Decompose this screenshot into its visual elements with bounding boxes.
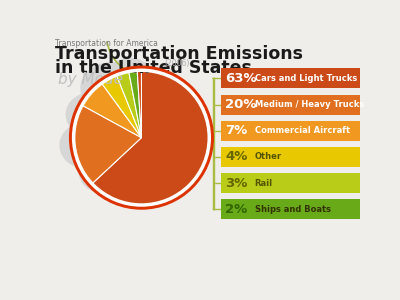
Wedge shape xyxy=(73,105,142,184)
Ellipse shape xyxy=(120,65,163,102)
Text: Cars and Light Trucks: Cars and Light Trucks xyxy=(254,74,357,83)
Ellipse shape xyxy=(81,63,140,112)
Text: Medium / Heavy Trucks: Medium / Heavy Trucks xyxy=(254,100,364,109)
Wedge shape xyxy=(116,71,142,138)
Text: 20%: 20% xyxy=(225,98,257,111)
Text: by Mode: by Mode xyxy=(58,72,123,87)
FancyBboxPatch shape xyxy=(220,147,368,167)
Text: 3%: 3% xyxy=(225,177,248,190)
Text: 2%: 2% xyxy=(225,203,247,216)
Ellipse shape xyxy=(106,58,153,98)
FancyBboxPatch shape xyxy=(220,68,368,88)
Text: 63%: 63% xyxy=(225,72,257,85)
Text: 7%: 7% xyxy=(225,124,247,137)
Ellipse shape xyxy=(66,93,116,136)
FancyBboxPatch shape xyxy=(220,121,368,141)
FancyBboxPatch shape xyxy=(220,173,368,193)
Text: Transportation for America: Transportation for America xyxy=(56,39,158,48)
Text: 4%: 4% xyxy=(225,150,248,164)
Text: Ships and Boats: Ships and Boats xyxy=(254,205,331,214)
Text: in the United States: in the United States xyxy=(56,59,252,77)
Ellipse shape xyxy=(60,122,114,168)
Text: (2006): (2006) xyxy=(165,59,190,68)
FancyBboxPatch shape xyxy=(220,199,368,219)
Wedge shape xyxy=(82,83,142,138)
Wedge shape xyxy=(129,70,142,138)
Text: Commercial Aircraft: Commercial Aircraft xyxy=(254,126,350,135)
Text: Rail: Rail xyxy=(254,178,273,188)
Wedge shape xyxy=(101,75,142,138)
Wedge shape xyxy=(92,70,210,206)
Text: Transportation Emissions: Transportation Emissions xyxy=(56,45,304,63)
Text: Other: Other xyxy=(254,152,282,161)
FancyBboxPatch shape xyxy=(220,94,368,115)
Ellipse shape xyxy=(80,152,126,192)
Wedge shape xyxy=(137,70,142,138)
